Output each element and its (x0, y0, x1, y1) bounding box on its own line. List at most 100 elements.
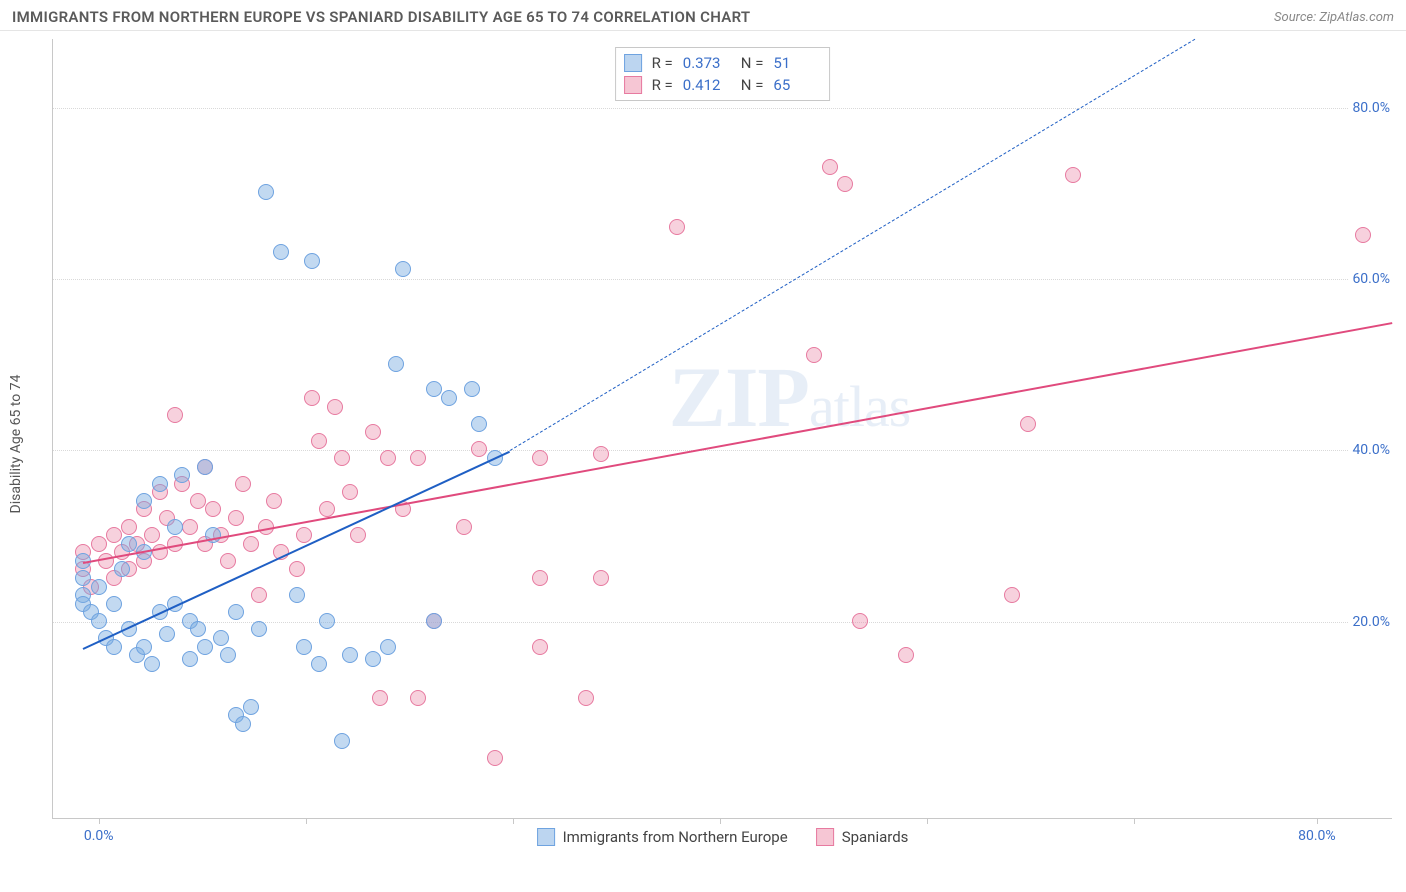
data-point-pink (243, 536, 259, 552)
chart-area: Disability Age 65 to 74 ZIPatlas R = 0.3… (0, 31, 1406, 856)
data-point-blue (167, 519, 183, 535)
trendline (83, 322, 1393, 564)
data-point-pink (852, 613, 868, 629)
plot-region: ZIPatlas R = 0.373 N = 51 R = 0.412 N = … (52, 39, 1392, 819)
data-point-blue (289, 587, 305, 603)
data-point-pink (342, 484, 358, 500)
trendline-extrapolated (510, 39, 1196, 451)
data-point-pink (380, 450, 396, 466)
y-tick-label: 80.0% (1348, 100, 1394, 116)
data-point-pink (410, 450, 426, 466)
data-point-pink (372, 690, 388, 706)
data-point-pink (1065, 167, 1081, 183)
data-point-pink (350, 527, 366, 543)
r-label: R = (652, 54, 673, 72)
chart-header: IMMIGRANTS FROM NORTHERN EUROPE VS SPANI… (0, 0, 1406, 31)
correlation-row-pink: R = 0.412 N = 65 (624, 74, 822, 96)
n-value-pink: 65 (773, 76, 821, 94)
data-point-blue (114, 561, 130, 577)
legend-label-pink: Spaniards (842, 828, 909, 846)
y-tick-label: 40.0% (1348, 442, 1394, 458)
n-label: N = (741, 76, 764, 94)
gridline-horizontal (53, 108, 1392, 109)
data-point-pink (669, 219, 685, 235)
data-point-blue (152, 476, 168, 492)
data-point-blue (220, 647, 236, 663)
x-tick (306, 818, 307, 824)
data-point-blue (197, 459, 213, 475)
data-point-blue (365, 651, 381, 667)
data-point-pink (319, 501, 335, 517)
data-point-pink (532, 570, 548, 586)
correlation-row-blue: R = 0.373 N = 51 (624, 52, 822, 74)
data-point-pink (487, 750, 503, 766)
x-tick (1317, 818, 1318, 824)
data-point-blue (136, 493, 152, 509)
x-tick (99, 818, 100, 824)
data-point-blue (136, 639, 152, 655)
y-axis-label: Disability Age 65 to 74 (8, 374, 24, 513)
data-point-pink (220, 553, 236, 569)
legend-item-pink: Spaniards (816, 828, 909, 846)
data-point-blue (235, 716, 251, 732)
x-tick-label: 80.0% (1298, 828, 1336, 844)
data-point-blue (144, 656, 160, 672)
data-point-blue (106, 596, 122, 612)
x-tick-label: 0.0% (84, 828, 114, 844)
data-point-pink (1004, 587, 1020, 603)
data-point-blue (197, 639, 213, 655)
data-point-pink (91, 536, 107, 552)
data-point-pink (578, 690, 594, 706)
data-point-blue (471, 416, 487, 432)
data-point-blue (464, 381, 480, 397)
swatch-pink (624, 76, 642, 94)
data-point-blue (121, 536, 137, 552)
data-point-blue (243, 699, 259, 715)
y-tick-label: 60.0% (1348, 271, 1394, 287)
data-point-pink (121, 519, 137, 535)
gridline-horizontal (53, 450, 1392, 451)
data-point-pink (106, 527, 122, 543)
data-point-blue (388, 356, 404, 372)
r-value-pink: 0.412 (683, 76, 731, 94)
data-point-pink (182, 519, 198, 535)
data-point-pink (304, 390, 320, 406)
data-point-pink (532, 639, 548, 655)
watermark-big: ZIP (669, 349, 809, 445)
r-value-blue: 0.373 (683, 54, 731, 72)
data-point-blue (258, 184, 274, 200)
n-label: N = (741, 54, 764, 72)
data-point-blue (342, 647, 358, 663)
data-point-blue (251, 621, 267, 637)
source-attribution: Source: ZipAtlas.com (1274, 10, 1394, 25)
n-value-blue: 51 (773, 54, 821, 72)
watermark-small: atlas (809, 374, 910, 439)
chart-title: IMMIGRANTS FROM NORTHERN EUROPE VS SPANI… (12, 8, 750, 26)
data-point-pink (327, 399, 343, 415)
data-point-pink (205, 501, 221, 517)
data-point-pink (266, 493, 282, 509)
data-point-pink (532, 450, 548, 466)
legend-swatch-blue (537, 828, 555, 846)
data-point-pink (251, 587, 267, 603)
x-tick (1134, 818, 1135, 824)
data-point-blue (182, 651, 198, 667)
data-point-pink (228, 510, 244, 526)
data-point-pink (235, 476, 251, 492)
data-point-blue (228, 604, 244, 620)
correlation-box: R = 0.373 N = 51 R = 0.412 N = 65 (615, 47, 831, 101)
data-point-pink (289, 561, 305, 577)
data-point-pink (334, 450, 350, 466)
data-point-blue (304, 253, 320, 269)
data-point-blue (174, 467, 190, 483)
data-point-pink (806, 347, 822, 363)
data-point-blue (296, 639, 312, 655)
y-tick-label: 20.0% (1348, 614, 1394, 630)
data-point-pink (837, 176, 853, 192)
data-point-pink (898, 647, 914, 663)
data-point-blue (380, 639, 396, 655)
data-point-blue (213, 630, 229, 646)
x-tick (927, 818, 928, 824)
data-point-pink (410, 690, 426, 706)
data-point-pink (365, 424, 381, 440)
